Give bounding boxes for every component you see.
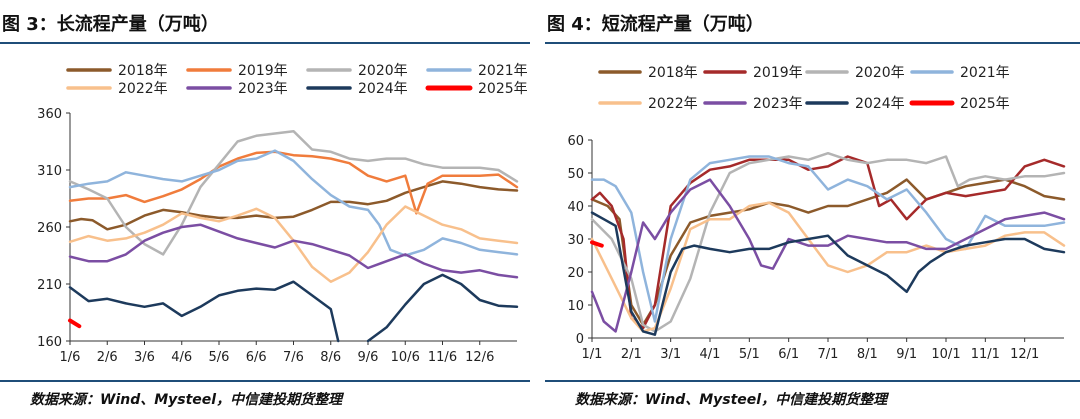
x-tick-label: 11/1 bbox=[971, 347, 1000, 362]
y-tick-label: 0 bbox=[576, 332, 584, 347]
x-tick-label: 6/1 bbox=[778, 347, 799, 362]
x-tick-label: 4/6 bbox=[171, 350, 192, 365]
chart-long-process-output: 160 210 260 310 360 1/6 2/6 3/6 4/6 5/6 6/6 7/6 8/6 9… bbox=[37, 63, 528, 365]
x-tick-label: 7/6 bbox=[283, 350, 304, 365]
figure-3: 图 3：长流程产量（万吨） 160 210 260 310 360 1/6 2/6 3/6 4/… bbox=[0, 0, 530, 419]
series-line bbox=[590, 240, 604, 248]
x-tick-label: 2/1 bbox=[621, 347, 642, 362]
y-tick-label: 20 bbox=[567, 266, 584, 281]
legend-label: 2019年 bbox=[238, 63, 288, 79]
figure-4: 图 4：短流程产量（万吨） 0 10 20 30 40 50 60 1/1 2/1 3/1 4/1 5… bbox=[545, 0, 1080, 419]
series-line bbox=[590, 155, 1066, 323]
legend-label: 2024年 bbox=[358, 81, 408, 97]
series-line bbox=[590, 201, 1066, 333]
y-tick-label: 310 bbox=[37, 164, 62, 179]
series-line bbox=[68, 150, 519, 215]
figure-title: 图 4：短流程产量（万吨） bbox=[547, 14, 764, 35]
y-tick-label: 30 bbox=[567, 233, 584, 248]
legend-label: 2025年 bbox=[960, 96, 1010, 112]
x-tick-label: 9/6 bbox=[358, 350, 379, 365]
y-tick-label: 260 bbox=[37, 221, 62, 236]
legend-label: 2018年 bbox=[648, 65, 698, 81]
x-tick-label: 3/6 bbox=[134, 350, 155, 365]
x-tick-label: 1/6 bbox=[60, 350, 81, 365]
figure-title: 图 3：长流程产量（万吨） bbox=[2, 14, 219, 35]
legend-label: 2019年 bbox=[753, 65, 803, 81]
y-tick-label: 160 bbox=[37, 335, 62, 350]
x-tick-label: 4/1 bbox=[700, 347, 721, 362]
source-rule bbox=[0, 380, 530, 382]
x-tick-label: 12/6 bbox=[465, 350, 494, 365]
x-tick-label: 7/1 bbox=[818, 347, 839, 362]
legend-label: 2025年 bbox=[478, 81, 528, 97]
series-line bbox=[590, 211, 1066, 336]
series-line bbox=[68, 223, 519, 279]
x-tick-label: 10/6 bbox=[391, 350, 420, 365]
x-tick-label: 3/1 bbox=[660, 347, 681, 362]
series-line bbox=[366, 273, 519, 343]
series-line bbox=[68, 129, 519, 256]
source-note: 数据来源：Wind、Mysteel，中信建投期货整理 bbox=[575, 392, 888, 408]
legend-label: 2024年 bbox=[855, 96, 905, 112]
series-line bbox=[590, 178, 1066, 333]
y-tick-label: 50 bbox=[567, 167, 584, 182]
legend-label: 2022年 bbox=[118, 81, 168, 97]
x-tick-label: 11/6 bbox=[428, 350, 457, 365]
source-rule bbox=[545, 380, 1080, 382]
y-tick-label: 210 bbox=[37, 278, 62, 293]
x-tick-label: 9/1 bbox=[896, 347, 917, 362]
x-tick-label: 6/6 bbox=[246, 350, 267, 365]
y-tick-label: 360 bbox=[37, 107, 62, 122]
y-tick-label: 40 bbox=[567, 200, 584, 215]
legend-label: 2020年 bbox=[855, 65, 905, 81]
x-tick-label: 5/1 bbox=[739, 347, 760, 362]
series-line bbox=[68, 149, 519, 257]
legend-label: 2021年 bbox=[478, 63, 528, 79]
x-tick-label: 5/6 bbox=[209, 350, 230, 365]
x-tick-label: 8/6 bbox=[320, 350, 341, 365]
legend-label: 2020年 bbox=[358, 63, 408, 79]
legend-label: 2022年 bbox=[648, 96, 698, 112]
source-note: 数据来源：Wind、Mysteel，中信建投期货整理 bbox=[30, 392, 343, 408]
x-tick-label: 8/1 bbox=[857, 347, 878, 362]
legend-label: 2018年 bbox=[118, 63, 168, 79]
x-tick-label: 10/1 bbox=[931, 347, 960, 362]
series-line bbox=[590, 151, 1066, 333]
x-tick-label: 2/6 bbox=[97, 350, 118, 365]
y-tick-label: 10 bbox=[567, 299, 584, 314]
legend-label: 2023年 bbox=[238, 81, 288, 97]
legend-label: 2023年 bbox=[753, 96, 803, 112]
chart-short-process-output: 0 10 20 30 40 50 60 1/1 2/1 3/1 4/1 5/1 6/1 7/1 8/1 9/1… bbox=[567, 65, 1066, 362]
series-line bbox=[68, 280, 340, 343]
x-tick-label: 1/1 bbox=[582, 347, 603, 362]
y-tick-label: 60 bbox=[567, 134, 584, 149]
series-line bbox=[68, 318, 82, 329]
series-line bbox=[68, 180, 519, 231]
title-rule bbox=[545, 42, 1080, 44]
title-rule bbox=[0, 42, 530, 44]
x-tick-label: 12/1 bbox=[1010, 347, 1039, 362]
legend-label: 2021年 bbox=[960, 65, 1010, 81]
